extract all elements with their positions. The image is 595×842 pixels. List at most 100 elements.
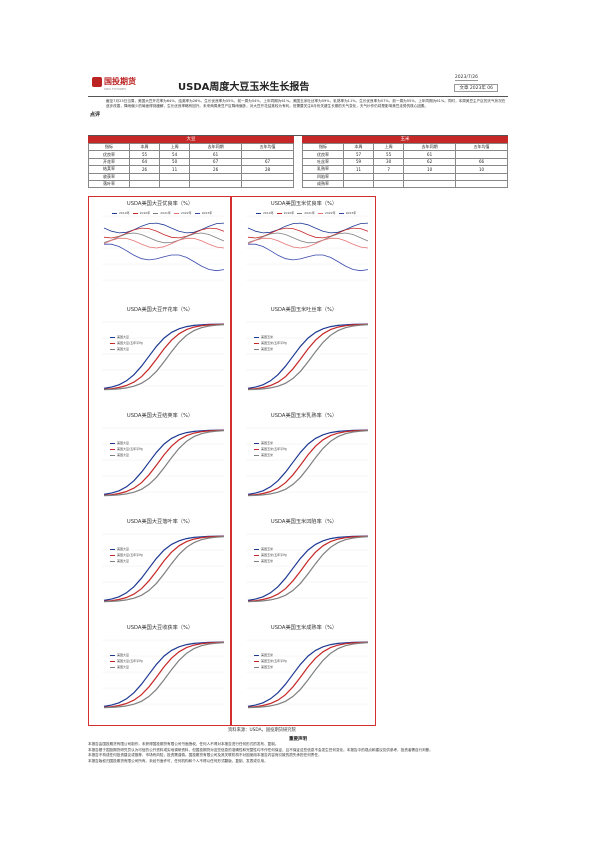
table-cell: 67: [241, 157, 294, 167]
table-cell: 59: [342, 157, 375, 167]
table-cell: 吐丝率: [302, 157, 344, 167]
legend-label: 美国大豆(五年平均): [117, 553, 144, 557]
legend-swatch: [317, 212, 323, 214]
series-line: [247, 535, 369, 602]
table-cell: 54: [159, 150, 191, 159]
series-line: [103, 641, 225, 708]
summary-text: 截至7月23日当周，美国大豆开花率为64%，结荚率为26%，生长优良率为55%，…: [106, 99, 506, 109]
table-cell: [403, 179, 457, 189]
legend-label: 2022年: [180, 211, 192, 215]
legend-label: 美国玉米: [261, 653, 274, 657]
table-cell: 10: [403, 165, 457, 174]
series-line: [104, 243, 225, 272]
legend-label: 美国大豆(五年平均): [117, 447, 144, 451]
table-cell: 26: [189, 165, 243, 174]
legend-label: 2023年: [201, 211, 213, 215]
table-column-header: 去年同期: [189, 142, 243, 152]
legend-label: 美国玉米(五年平均): [261, 341, 288, 345]
legend-item: 美国玉米(五年平均): [254, 340, 290, 346]
series-line: [103, 237, 225, 249]
legend-swatch: [254, 654, 259, 656]
legend-label: 美国玉米(五年平均): [261, 659, 288, 663]
legend-label: 美国大豆(五年平均): [117, 341, 144, 345]
table-cell: [373, 179, 405, 189]
legend-label: 美国大豆: [117, 335, 130, 339]
legend-swatch: [194, 212, 200, 214]
report-title: USDA周度大豆玉米生长报告: [178, 82, 310, 93]
legend-label: 美国大豆(五年平均): [117, 659, 144, 663]
legend-swatch: [110, 654, 115, 656]
table-cell: [455, 150, 508, 159]
chart-plot: [102, 427, 225, 497]
corn-table-header: 玉米: [302, 136, 508, 143]
legend-label: 美国玉米: [261, 441, 274, 445]
line-chart: USDA美国玉米优良率（%） 2019年 2020年 2021年 2022年 2023年: [236, 198, 372, 298]
chart-frame: [88, 196, 376, 726]
legend-swatch: [110, 454, 115, 456]
legend-swatch: [276, 212, 282, 214]
legend-item: 2019年: [112, 210, 133, 216]
series-line: [103, 429, 225, 495]
table-cell: [189, 172, 243, 181]
series-line: [247, 429, 369, 496]
legend-swatch: [254, 336, 259, 338]
table-cell: 结荚率: [88, 165, 130, 174]
chart-legend: 2019年 2020年 2021年 2022年 2023年: [256, 210, 359, 216]
chart-plot: [246, 215, 369, 281]
legend-swatch: [110, 336, 115, 338]
legend-label: 2020年: [283, 211, 295, 215]
table-cell: [241, 179, 294, 189]
line-chart: USDA美国玉米成熟率（%） 美国玉米 美国玉米(五年平均) 美国玉米: [236, 622, 372, 722]
series-line: [248, 243, 369, 272]
series-line: [247, 642, 369, 709]
legend-swatch: [132, 212, 138, 214]
table-cell: [455, 172, 508, 181]
legend-swatch: [110, 666, 115, 668]
soy-data-table: 指标 本周 上周 去年同期 五年均值 优良率 55 54 61 开花率 64 50 67 67 结荚率 26 1…: [88, 142, 294, 189]
legend-item: 美国玉米(五年平均): [254, 552, 290, 558]
legend-item: 2023年: [338, 210, 360, 216]
table-cell: 11: [342, 165, 375, 174]
legend-item: 美国大豆: [110, 440, 146, 446]
table-cell: [373, 172, 405, 181]
series-line: [103, 536, 225, 603]
chart-divider: [230, 196, 232, 726]
legend-item: 2020年: [132, 210, 154, 216]
table-cell: 26: [128, 165, 161, 174]
legend-item: 美国玉米(五年平均): [254, 658, 290, 664]
line-chart: USDA美国大豆结荚率（%） 美国大豆 美国大豆(五年平均) 美国大豆: [92, 410, 228, 510]
summary-box: 点评 截至7月23日当周，美国大豆开花率为64%，结荚率为26%，生长优良率为5…: [88, 96, 508, 136]
chart-legend: 美国大豆 美国大豆(五年平均) 美国大豆: [110, 546, 146, 564]
table-column-header: 本周: [342, 142, 375, 152]
series-line: [247, 232, 369, 244]
table-row: 结荚率 26 11 26 28: [88, 165, 294, 174]
chart-title: USDA美国大豆结荚率（%）: [126, 413, 194, 419]
series-line: [247, 323, 369, 390]
table-cell: 66: [455, 157, 508, 167]
logo-subtitle: SDIC FUTURES: [104, 87, 126, 91]
legend-label: 美国玉米(五年平均): [261, 447, 288, 451]
series-line: [247, 222, 369, 234]
series-line: [247, 535, 369, 601]
chart-title: USDA美国大豆收获率（%）: [126, 625, 194, 631]
legend-item: 2022年: [317, 210, 339, 216]
table-cell: [159, 179, 191, 189]
soy-table-header: 大豆: [88, 136, 294, 143]
chart-legend: 美国玉米 美国玉米(五年平均) 美国玉米: [254, 334, 290, 352]
legend-item: 美国玉米: [254, 334, 290, 340]
note-paragraph: 本报告由国投期货有限公司制作，未获得国投期货有限公司书面授权，任何人不得对本报告…: [88, 742, 279, 746]
table-cell: 收获率: [88, 172, 130, 181]
table-cell: [241, 172, 294, 181]
legend-item: 美国大豆(五年平均): [110, 658, 146, 664]
legend-swatch: [254, 442, 259, 444]
report-date: 2023/7/26: [454, 75, 478, 81]
table-cell: 落叶率: [88, 179, 130, 189]
series-line: [103, 535, 225, 602]
table-cell: 55: [128, 150, 161, 159]
chart-legend: 美国大豆 美国大豆(五年平均) 美国大豆: [110, 652, 146, 670]
chart-legend: 美国玉米 美国玉米(五年平均) 美国玉米: [254, 546, 290, 564]
legend-item: 美国大豆(五年平均): [110, 446, 146, 452]
legend-swatch: [254, 660, 259, 662]
series-line: [103, 429, 225, 496]
series-line: [247, 536, 369, 603]
